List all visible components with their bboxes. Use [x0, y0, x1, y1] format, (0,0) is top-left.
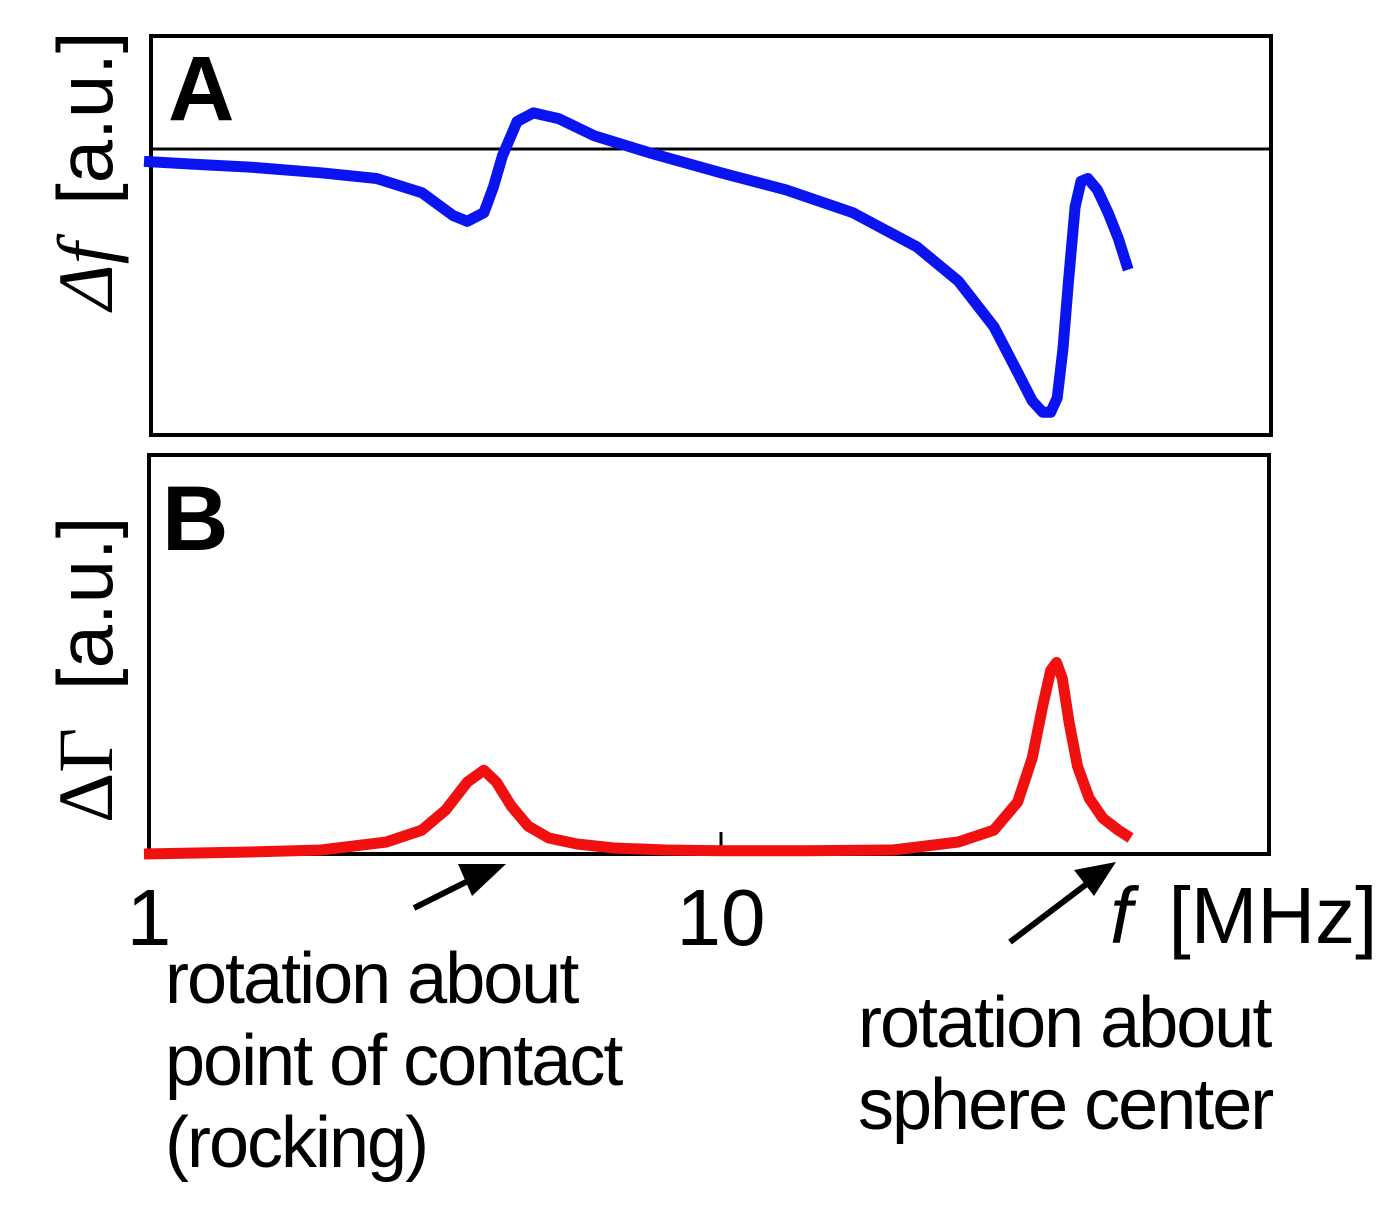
annotation-rocking-line: rotation about — [165, 939, 579, 1019]
sphere-arrow — [1008, 880, 1090, 945]
annotation-rocking-line: (rocking) — [165, 1103, 429, 1183]
x-tick-label: 10 — [677, 873, 766, 962]
x-axis-label-unit: [MHz] — [1168, 871, 1377, 960]
panel-b-frame — [147, 453, 1271, 856]
panel-b-ylabel: ΔΓ [a.u.] — [41, 517, 129, 823]
panel-a-ylabel-symbol: Δf — [42, 233, 129, 313]
panel-a: A Δf [a.u.] — [41, 31, 1273, 437]
annotation-rocking: rotation about point of contact (rocking… — [165, 938, 623, 1184]
panel-a-label: A — [168, 38, 234, 140]
x-axis-label-symbol: f — [1110, 871, 1140, 960]
panel-b: 1 10 B ΔΓ [a.u.] f [MHz] — [41, 453, 1377, 962]
rocking-arrow — [412, 875, 476, 911]
panel-b-series-group — [143, 657, 1134, 860]
rocking-arrowhead — [458, 864, 506, 896]
sphere-arrowhead — [1074, 862, 1116, 896]
panel-a-series-line — [143, 107, 1134, 418]
svg-text:Δf [a.u.]: Δf [a.u.] — [41, 31, 129, 313]
annotation-rocking-line: point of contact — [165, 1021, 623, 1101]
panel-a-ylabel: Δf [a.u.] — [41, 31, 129, 313]
panel-a-ylabel-unit: [a.u.] — [41, 31, 129, 204]
panel-a-series-group — [143, 107, 1134, 418]
panel-a-frame — [149, 34, 1273, 437]
x-axis-label: f [MHz] — [1110, 871, 1377, 960]
panel-b-ylabel-symbol: ΔΓ — [42, 728, 129, 823]
panel-b-ylabel-unit: [a.u.] — [41, 517, 129, 690]
annotation-sphere-line: rotation about — [858, 983, 1272, 1063]
x-tick-label: 1 — [127, 873, 172, 962]
annotation-sphere: rotation about sphere center — [858, 982, 1274, 1146]
panel-b-series-line — [143, 657, 1134, 860]
svg-text:ΔΓ [a.u.]: ΔΓ [a.u.] — [41, 517, 129, 823]
panel-b-label: B — [162, 468, 228, 570]
annotation-arrows — [412, 862, 1116, 945]
annotation-sphere-line: sphere center — [858, 1065, 1274, 1145]
